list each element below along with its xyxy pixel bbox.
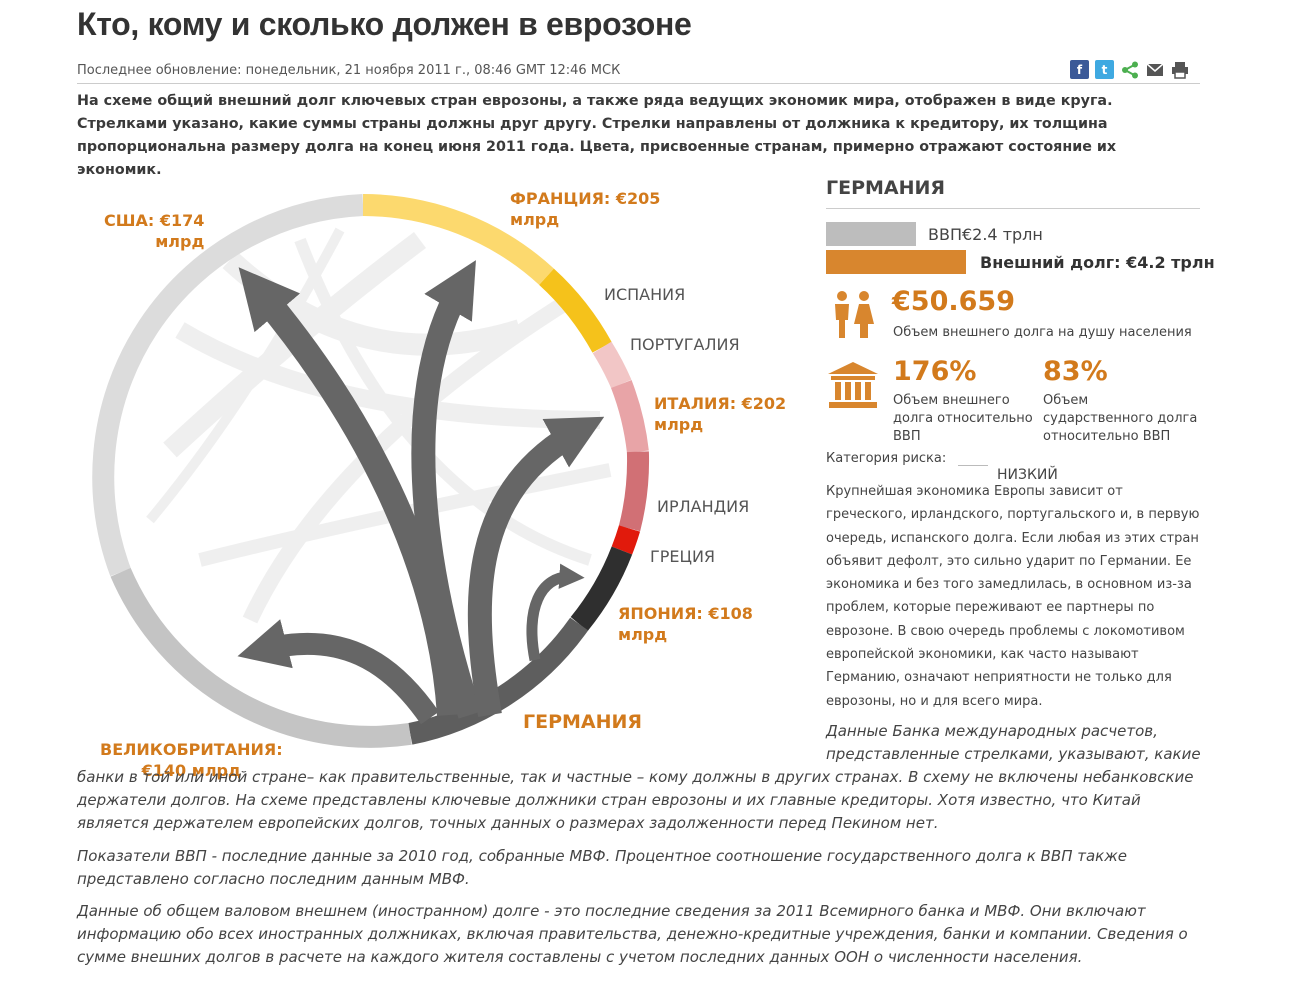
segment-germany[interactable]	[407, 617, 589, 745]
label-ireland: ИРЛАНДИЯ	[657, 497, 750, 516]
segment-ireland[interactable]	[618, 451, 650, 532]
gdp-note: Показатели ВВП - последние данные за 201…	[77, 847, 1127, 888]
segment-portugal[interactable]	[592, 341, 632, 389]
debt-note: Данные об общем валовом внешнем (иностра…	[77, 902, 1188, 966]
external-debt-pct-label: Объем внешнего долга относительно ВВП	[893, 393, 1033, 444]
segment-uk[interactable]	[110, 567, 412, 748]
label-spain: ИСПАНИЯ	[604, 285, 686, 304]
risk-category-label: Категория риска:	[826, 451, 947, 466]
arrow-germany-japan	[526, 563, 585, 662]
label-usa: США: €174 млрд	[104, 211, 205, 251]
government-debt-pct: 83%	[1043, 356, 1108, 387]
external-debt-pct: 176%	[893, 356, 977, 387]
segment-france[interactable]	[362, 194, 554, 285]
print-icon[interactable]	[1170, 60, 1189, 79]
gdp-label: ВВП€2.4 трлн	[928, 225, 1043, 244]
panel-country-title: ГЕРМАНИЯ	[826, 177, 946, 199]
per-capita-value: €50.659	[892, 286, 1015, 317]
bank-icon	[828, 362, 878, 408]
label-italy: ИТАЛИЯ: €202 млрд	[654, 394, 787, 434]
arrow-germany-italy	[467, 416, 605, 718]
panel-divider	[826, 208, 1200, 209]
segment-spain[interactable]	[538, 268, 612, 353]
segment-greece[interactable]	[611, 525, 641, 555]
bis-note-start: Данные Банка международных расчетов, пре…	[826, 722, 1201, 763]
germany-arrows	[237, 260, 605, 725]
ring	[92, 194, 650, 748]
debt-chord-diagram	[92, 194, 650, 748]
email-icon[interactable]	[1145, 60, 1164, 79]
arrow-germany-uk	[237, 619, 440, 725]
background-flows	[146, 227, 612, 624]
government-debt-pct-label: Объем сударственного долга относительно …	[1043, 393, 1198, 444]
risk-category-value: НИЗКИЙ	[997, 467, 1058, 483]
last-updated: Последнее обновление: понедельник, 21 но…	[77, 63, 621, 78]
segment-japan[interactable]	[570, 546, 633, 631]
people-icon	[835, 291, 874, 338]
label-germany[interactable]: ГЕРМАНИЯ	[523, 711, 643, 733]
bis-note-rest: банки в той или иной стране– как правите…	[77, 768, 1194, 832]
twitter-icon[interactable]: t	[1095, 60, 1114, 79]
label-portugal: ПОРТУГАЛИЯ	[630, 335, 740, 354]
arrow-germany-france	[411, 260, 482, 719]
page-title: Кто, кому и сколько должен в еврозоне	[77, 6, 692, 42]
segment-italy[interactable]	[610, 380, 649, 454]
intro-text: На схеме общий внешний долг ключевых стр…	[77, 93, 1117, 178]
gdp-bar	[826, 222, 916, 246]
per-capita-label: Объем внешнего долга на душу населения	[893, 325, 1192, 340]
share-toolbar: f t	[1070, 60, 1189, 79]
risk-indicator-line	[958, 465, 988, 466]
segment-usa[interactable]	[92, 194, 364, 577]
label-france: ФРАНЦИЯ: €205 млрд	[510, 189, 661, 229]
label-greece: ГРЕЦИЯ	[650, 547, 716, 566]
label-japan: ЯПОНИЯ: €108 млрд	[618, 604, 753, 644]
share-icon[interactable]	[1120, 60, 1139, 79]
header-divider	[77, 83, 1200, 84]
country-description: Крупнейшая экономика Европы зависит от г…	[826, 484, 1200, 709]
external-debt-bar	[826, 250, 966, 274]
external-debt-label: Внешний долг: €4.2 трлн	[980, 253, 1215, 272]
label-uk: ВЕЛИКОБРИТАНИЯ: €140 млрд	[100, 740, 283, 780]
facebook-icon[interactable]: f	[1070, 60, 1089, 79]
